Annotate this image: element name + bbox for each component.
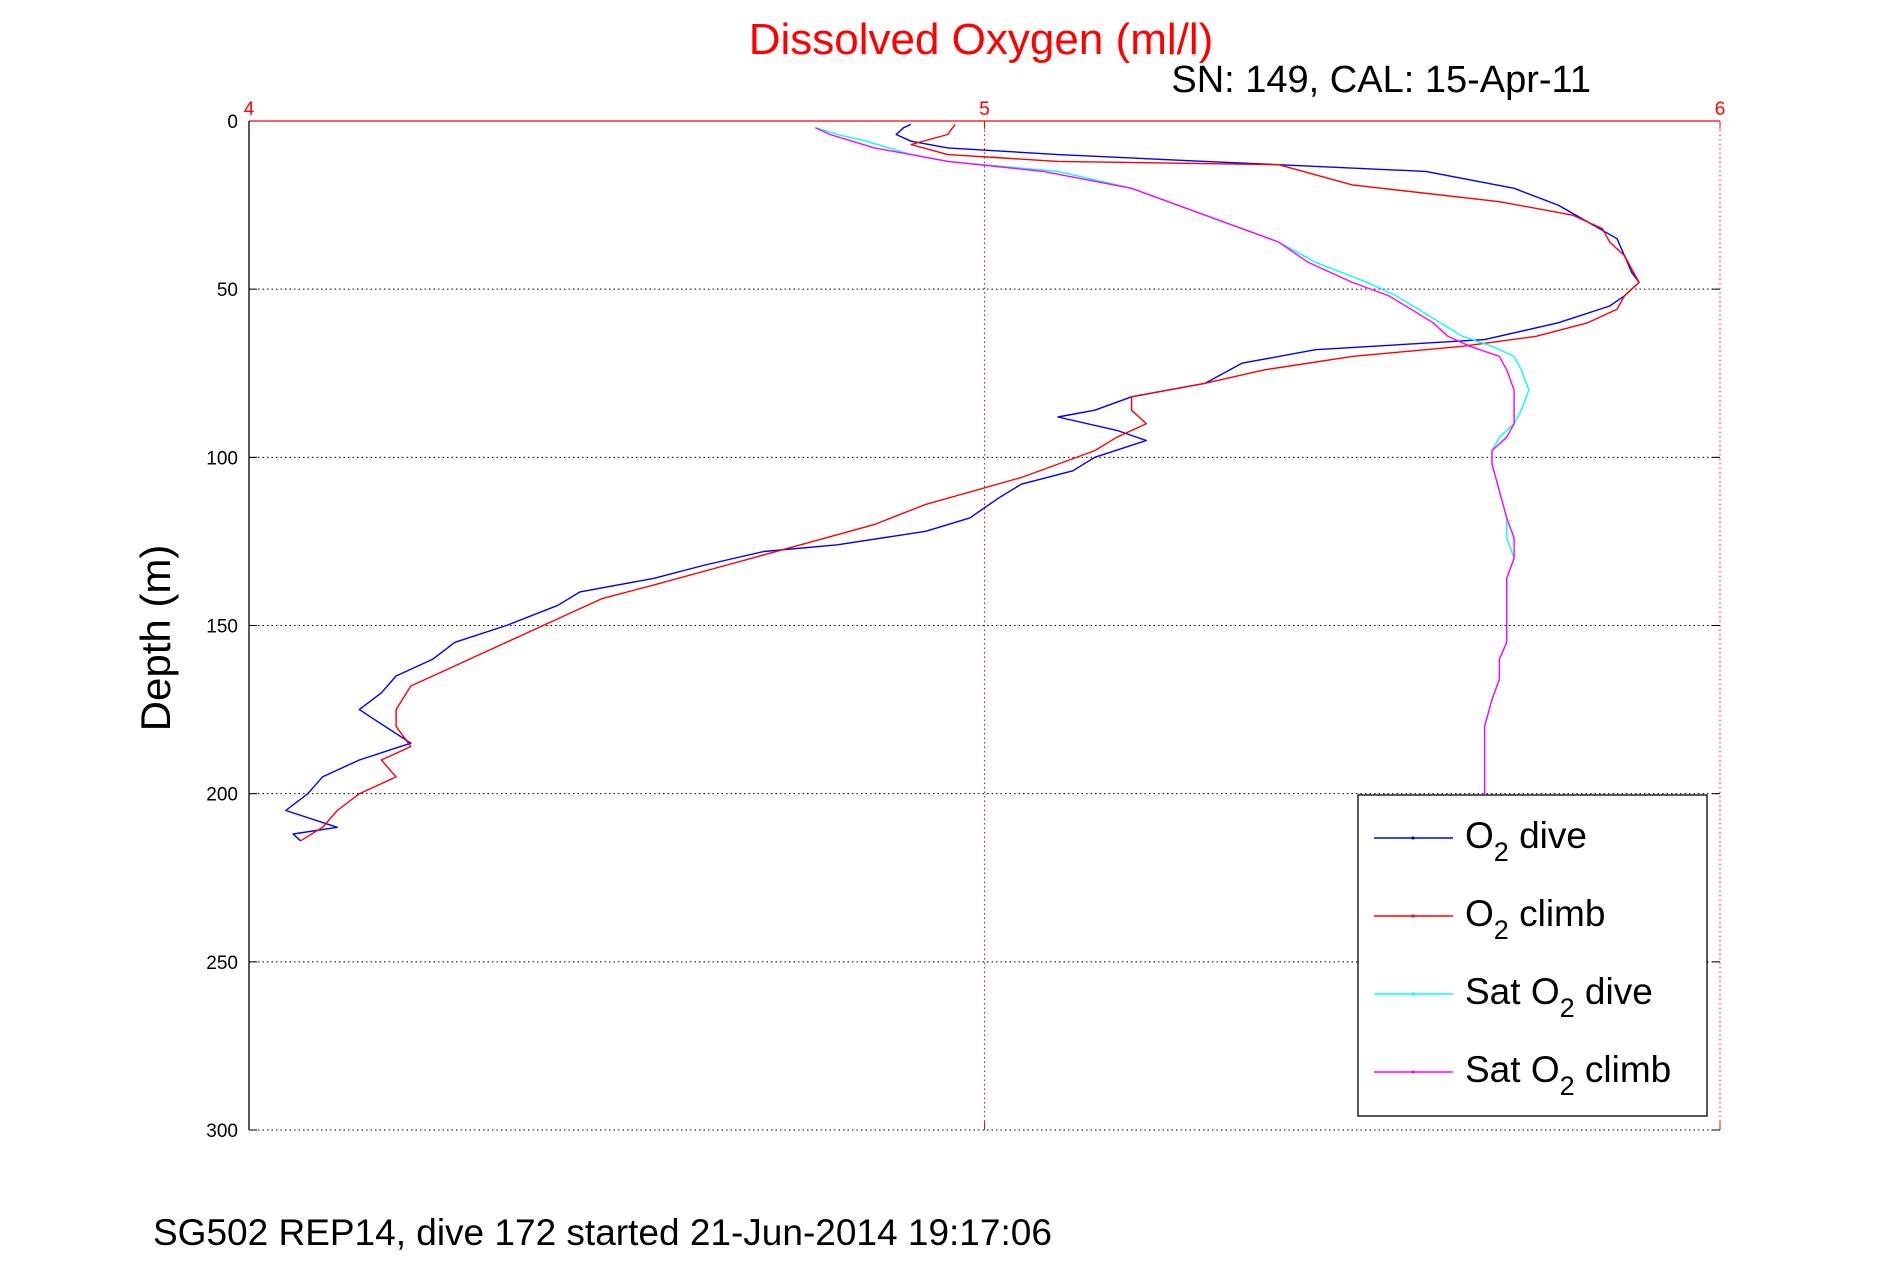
series-line-sat-o2-climb: [815, 127, 1515, 794]
x-tick-label: 5: [979, 99, 990, 120]
legend-label: O2 climb: [1465, 893, 1605, 945]
legend-marker: [1411, 914, 1415, 918]
axes: 4 5 6 0 50 100 150 200 250 300: [206, 99, 1725, 1142]
series-line-o2-dive: [285, 123, 1640, 842]
legend: O2 dive O2 climb Sat O2 dive Sat O2 climb: [1357, 794, 1708, 1117]
footer-caption: SG502 REP14, dive 172 started 21-Jun-201…: [153, 1212, 1052, 1253]
y-tick-label: 0: [227, 112, 238, 133]
series-line-o2-climb: [300, 123, 1640, 842]
chart-title: Dissolved Oxygen (ml/l): [749, 15, 1214, 64]
legend-box: [1357, 794, 1708, 1117]
y-tick-label: 50: [217, 280, 238, 301]
y-tick-label: 100: [206, 448, 238, 469]
y-tick-label: 150: [206, 617, 238, 638]
y-tick-label: 250: [206, 953, 238, 974]
legend-label: O2 dive: [1465, 815, 1587, 867]
x-tick-label: 4: [244, 99, 255, 120]
chart-subtitle: SN: 149, CAL: 15-Apr-11: [1171, 59, 1591, 101]
legend-marker: [1411, 1070, 1415, 1074]
legend-marker: [1411, 992, 1415, 996]
series-group: [285, 123, 1640, 842]
x-tick-label: 6: [1715, 99, 1726, 120]
y-tick-label: 300: [206, 1121, 238, 1142]
legend-label: Sat O2 dive: [1465, 971, 1653, 1023]
grid: [249, 121, 1720, 1130]
y-tick-label: 200: [206, 785, 238, 806]
y-axis-label: Depth (m): [132, 545, 179, 732]
legend-label: Sat O2 climb: [1465, 1049, 1671, 1101]
legend-marker: [1411, 836, 1415, 840]
